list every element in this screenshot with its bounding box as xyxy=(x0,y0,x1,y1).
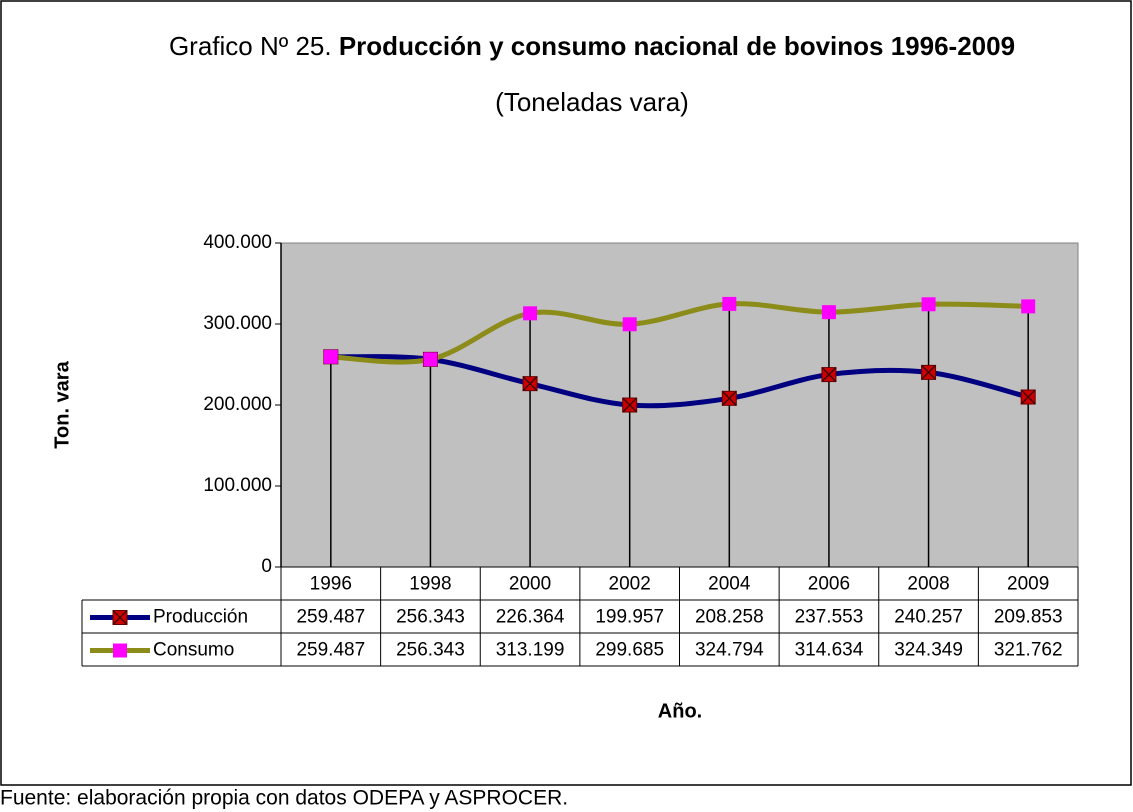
data-label: 321.762 xyxy=(994,640,1063,661)
data-label: 324.349 xyxy=(894,640,963,661)
x-tick-label: 2009 xyxy=(1007,574,1049,595)
line-series xyxy=(330,301,1029,365)
data-label: 259.487 xyxy=(296,607,365,628)
legend-marker xyxy=(113,643,127,658)
marker xyxy=(423,352,438,367)
marker xyxy=(323,349,338,364)
marker xyxy=(722,296,737,311)
title-main: Producción y consumo nacional de bovinos… xyxy=(339,31,1015,61)
data-label: 256.343 xyxy=(396,607,465,628)
y-tick-label: 100.000 xyxy=(203,475,272,496)
legend-label: Producción xyxy=(153,607,248,628)
marker-cross xyxy=(522,376,538,392)
data-label: 259.487 xyxy=(296,640,365,661)
y-tick-label: 0 xyxy=(261,556,272,577)
data-label: 240.257 xyxy=(894,607,963,628)
line-series xyxy=(330,354,1029,409)
marker-cross xyxy=(622,397,638,413)
data-label: 209.853 xyxy=(994,607,1063,628)
x-tick-label: 2006 xyxy=(808,574,850,595)
data-label: 256.343 xyxy=(396,640,465,661)
marker-cross xyxy=(721,390,737,406)
marker xyxy=(523,306,538,321)
marker-cross xyxy=(821,367,837,383)
marker-cross xyxy=(1020,389,1036,405)
x-tick-label: 1996 xyxy=(310,574,352,595)
legend-marker-cross xyxy=(112,609,128,626)
subtitle: (Toneladas vara) xyxy=(495,87,689,117)
title-prefix: Grafico Nº 25. xyxy=(169,31,332,61)
marker xyxy=(1021,299,1036,314)
y-tick-label: 400.000 xyxy=(203,232,272,253)
data-label: 313.199 xyxy=(496,640,565,661)
data-label: 299.685 xyxy=(595,640,664,661)
y-tick-label: 300.000 xyxy=(203,313,272,334)
x-tick-label: 2000 xyxy=(509,574,551,595)
chart-title: Grafico Nº 25. Producción y consumo naci… xyxy=(169,31,1015,61)
marker xyxy=(622,317,637,332)
y-axis-label: Ton. vara xyxy=(51,360,73,448)
y-tick-label: 200.000 xyxy=(203,394,272,415)
data-label: 324.794 xyxy=(695,640,764,661)
data-label: 208.258 xyxy=(695,607,764,628)
x-tick-label: 2008 xyxy=(907,574,949,595)
marker-cross xyxy=(921,364,937,380)
x-tick-label: 2002 xyxy=(609,574,651,595)
x-tick-label: 2004 xyxy=(708,574,751,595)
marker xyxy=(921,297,936,312)
legend-label: Consumo xyxy=(153,640,234,661)
x-axis-label: Año. xyxy=(658,700,702,722)
data-label: 226.364 xyxy=(496,607,565,628)
data-label: 237.553 xyxy=(795,607,864,628)
data-label: 199.957 xyxy=(595,607,664,628)
marker xyxy=(821,305,836,320)
x-tick-label: 1998 xyxy=(409,574,451,595)
source: Fuente: elaboración propia con datos ODE… xyxy=(0,787,568,810)
data-label: 314.634 xyxy=(795,640,864,661)
